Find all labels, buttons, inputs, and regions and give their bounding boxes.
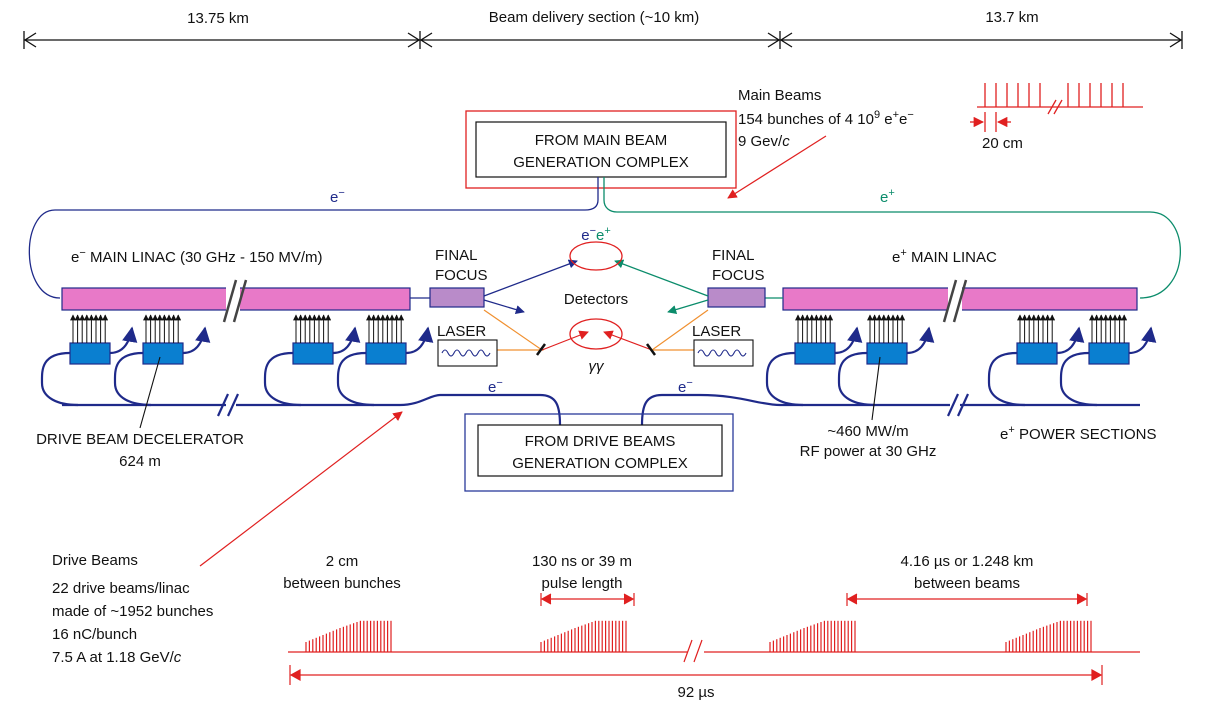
left-laser-label: LASER	[437, 323, 486, 340]
main-beams-title: Main Beams	[738, 87, 821, 104]
drive-beams-line4: 7.5 A at 1.18 GeV/c	[52, 649, 182, 666]
positron-beam-label: e+	[880, 187, 895, 206]
positron-transfer-line	[603, 177, 1181, 299]
main-beams-bunches: 154 bunches of 4 109 e+e−	[738, 109, 914, 128]
pulse-length-line2: pulse length	[542, 575, 623, 592]
left-span-label: 13.75 km	[187, 10, 249, 27]
main-beams-energy: 9 Gev/c	[738, 133, 790, 150]
right-span-label: 13.7 km	[985, 9, 1038, 26]
electron-to-gg	[483, 299, 525, 315]
main-beam-bunch-train	[970, 83, 1143, 132]
drive-gen-outer-frame	[464, 413, 734, 492]
gg-detector-circle	[569, 318, 623, 350]
ee-detector-circle	[569, 241, 623, 271]
electron-beam-label: e−	[330, 187, 345, 206]
left-final-focus-line2: FOCUS	[435, 267, 488, 284]
drive-gen-box	[477, 424, 723, 477]
right-final-focus	[707, 287, 766, 308]
drive-electron-right-label: e−	[678, 377, 693, 396]
rf-power-line1: ~460 MW/m	[827, 423, 908, 440]
main-gen-line2: GENERATION COMPLEX	[513, 154, 689, 171]
dimension-line	[23, 31, 1183, 49]
power-sections-label: e+ POWER SECTIONS	[1000, 424, 1156, 443]
decelerator-unit	[365, 342, 407, 365]
drive-beams-line2: made of ~1952 bunches	[52, 603, 213, 620]
main-beam-arrow	[727, 135, 827, 199]
total-span-label: 92 µs	[678, 684, 715, 701]
decelerator-line2: 624 m	[119, 453, 161, 470]
drive-beams-title: Drive Beams	[52, 552, 138, 569]
right-final-focus-line1: FINAL	[712, 247, 755, 264]
decelerator-line1: DRIVE BEAM DECELERATOR	[36, 431, 244, 448]
left-laser-box	[437, 339, 498, 367]
center-span-label: Beam delivery section (~10 km)	[489, 9, 700, 26]
rf-power-line2: RF power at 30 GHz	[800, 443, 937, 460]
drive-electron-left-label: e−	[488, 377, 503, 396]
drive-beams-line3: 16 nC/bunch	[52, 626, 137, 643]
between-beams-line1: 4.16 µs or 1.248 km	[901, 553, 1034, 570]
left-final-focus	[429, 287, 485, 308]
right-final-focus-line2: FOCUS	[712, 267, 765, 284]
left-final-focus-line1: FINAL	[435, 247, 478, 264]
decelerator-unit	[1016, 342, 1058, 365]
decelerator-unit	[794, 342, 836, 365]
positron-to-ee	[614, 259, 709, 297]
main-gen-box	[475, 121, 727, 178]
between-beams-line2: between beams	[914, 575, 1020, 592]
main-beam-spacing: 20 cm	[982, 135, 1023, 152]
total-span-arrow	[289, 665, 1103, 685]
drive-pulse-trains	[305, 620, 1092, 652]
bunch-spacing-line2: between bunches	[283, 575, 401, 592]
positron-to-gg	[667, 299, 709, 315]
detectors-label: Detectors	[564, 291, 628, 308]
decelerator-unit	[1088, 342, 1130, 365]
drive-beam-system	[40, 314, 1157, 407]
decelerator-unit	[69, 342, 111, 365]
decelerator-unit	[866, 342, 908, 365]
left-linac-label: e− MAIN LINAC (30 GHz - 150 MV/m)	[71, 247, 323, 266]
main-gen-outer-frame	[465, 110, 737, 189]
right-laser-box	[693, 339, 754, 367]
ee-label: e−e+	[581, 225, 611, 244]
drive-beams-line1: 22 drive beams/linac	[52, 580, 190, 597]
drive-gen-line2: GENERATION COMPLEX	[512, 455, 688, 472]
electron-transfer-line	[28, 177, 599, 299]
right-linac-label: e+ MAIN LINAC	[892, 247, 997, 266]
main-gen-line1: FROM MAIN BEAM	[535, 132, 668, 149]
pulse-length-line1: 130 ns or 39 m	[532, 553, 632, 570]
bunch-spacing-line1: 2 cm	[326, 553, 359, 570]
right-laser-label: LASER	[692, 323, 741, 340]
decelerator-unit	[142, 342, 184, 365]
drive-gen-line1: FROM DRIVE BEAMS	[525, 433, 676, 450]
decelerator-unit	[292, 342, 334, 365]
gamma-gamma-label: γγ	[589, 358, 606, 375]
drive-beam-arrow	[199, 411, 403, 567]
electron-to-ee	[483, 259, 578, 297]
timing-dimension-arrows	[540, 593, 1088, 606]
